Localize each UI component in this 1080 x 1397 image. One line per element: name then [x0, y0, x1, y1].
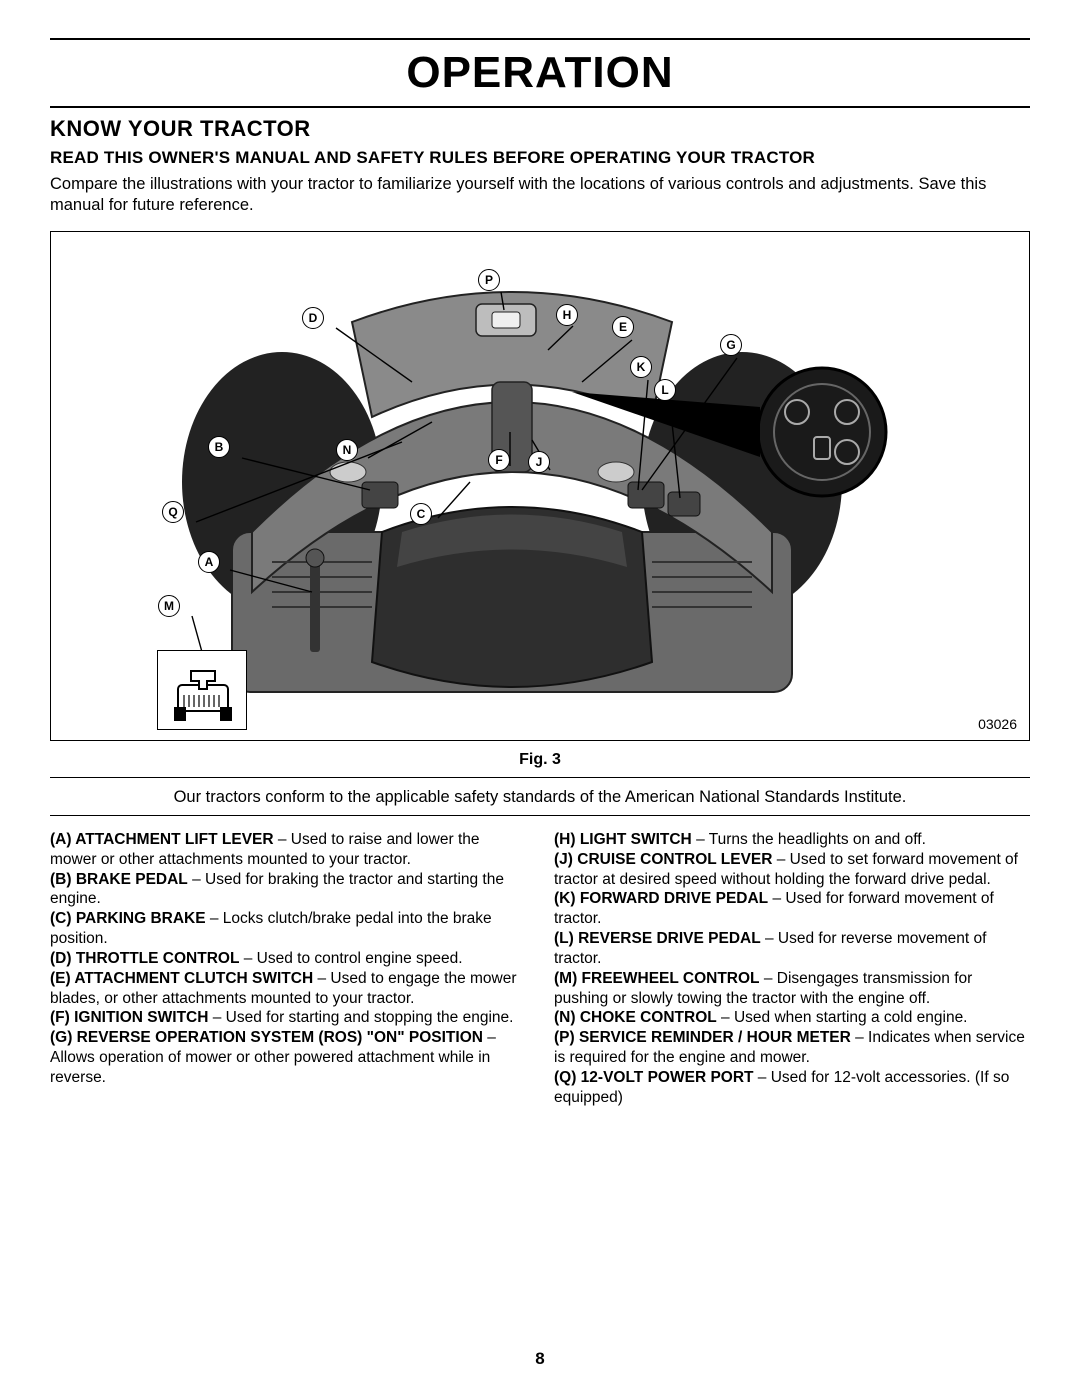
mid-rule-1 — [50, 777, 1030, 778]
description-key: (A) ATTACHMENT LIFT LEVER — [50, 831, 274, 848]
callout-G: G — [720, 334, 742, 356]
tractor-illustration: P D H E G K L B N F J Q C A M — [51, 232, 1029, 740]
callout-P: P — [478, 269, 500, 291]
description-text: – Turns the headlights on and off. — [692, 831, 926, 848]
description-text: – Used to control engine speed. — [239, 950, 462, 967]
description-key: (P) SERVICE REMINDER / HOUR METER — [554, 1029, 851, 1046]
description-item: (G) REVERSE OPERATION SYSTEM (ROS) "ON" … — [50, 1028, 526, 1087]
description-column-left: (A) ATTACHMENT LIFT LEVER – Used to rais… — [50, 830, 526, 1108]
figure-number: 03026 — [978, 716, 1017, 732]
description-key: (L) REVERSE DRIVE PEDAL — [554, 930, 761, 947]
description-item: (D) THROTTLE CONTROL – Used to control e… — [50, 949, 526, 969]
description-key: (J) CRUISE CONTROL LEVER — [554, 851, 772, 868]
callout-D: D — [302, 307, 324, 329]
description-item: (M) FREEWHEEL CONTROL – Disengages trans… — [554, 969, 1030, 1009]
page-number: 8 — [0, 1349, 1080, 1369]
description-key: (F) IGNITION SWITCH — [50, 1009, 208, 1026]
description-item: (P) SERVICE REMINDER / HOUR METER – Indi… — [554, 1028, 1030, 1068]
description-item: (F) IGNITION SWITCH – Used for starting … — [50, 1008, 526, 1028]
callout-F: F — [488, 449, 510, 471]
intro-paragraph: Compare the illustrations with your trac… — [50, 174, 1030, 217]
callout-J: J — [528, 451, 550, 473]
description-text: – Used when starting a cold engine. — [717, 1009, 968, 1026]
description-key: (H) LIGHT SWITCH — [554, 831, 692, 848]
description-item: (A) ATTACHMENT LIFT LEVER – Used to rais… — [50, 830, 526, 870]
description-item: (Q) 12-VOLT POWER PORT – Used for 12-vol… — [554, 1068, 1030, 1108]
callout-K: K — [630, 356, 652, 378]
description-item: (B) BRAKE PEDAL – Used for braking the t… — [50, 870, 526, 910]
description-item: (C) PARKING BRAKE – Locks clutch/brake p… — [50, 909, 526, 949]
callout-E: E — [612, 316, 634, 338]
callout-N: N — [336, 439, 358, 461]
mid-rule-2 — [50, 815, 1030, 816]
description-key: (G) REVERSE OPERATION SYSTEM (ROS) "ON" … — [50, 1029, 483, 1046]
page-title: OPERATION — [50, 48, 1030, 98]
figure-box: P D H E G K L B N F J Q C A M — [50, 231, 1030, 741]
description-key: (N) CHOKE CONTROL — [554, 1009, 717, 1026]
description-columns: (A) ATTACHMENT LIFT LEVER – Used to rais… — [50, 830, 1030, 1108]
conformance-statement: Our tractors conform to the applicable s… — [50, 788, 1030, 807]
description-item: (E) ATTACHMENT CLUTCH SWITCH – Used to e… — [50, 969, 526, 1009]
callout-M: M — [158, 595, 180, 617]
callout-L: L — [654, 379, 676, 401]
description-key: (B) BRAKE PEDAL — [50, 871, 188, 888]
description-key: (M) FREEWHEEL CONTROL — [554, 970, 760, 987]
description-text: – Used for starting and stopping the eng… — [208, 1009, 513, 1026]
callout-H: H — [556, 304, 578, 326]
description-key: (E) ATTACHMENT CLUTCH SWITCH — [50, 970, 313, 987]
description-item: (H) LIGHT SWITCH – Turns the headlights … — [554, 830, 1030, 850]
description-key: (D) THROTTLE CONTROL — [50, 950, 239, 967]
description-item: (N) CHOKE CONTROL – Used when starting a… — [554, 1008, 1030, 1028]
callout-A: A — [198, 551, 220, 573]
freewheel-inset — [157, 650, 247, 730]
description-column-right: (H) LIGHT SWITCH – Turns the headlights … — [554, 830, 1030, 1108]
top-rule — [50, 38, 1030, 40]
callout-C: C — [410, 503, 432, 525]
sub-heading: READ THIS OWNER'S MANUAL AND SAFETY RULE… — [50, 148, 1030, 168]
description-item: (J) CRUISE CONTROL LEVER – Used to set f… — [554, 850, 1030, 890]
description-item: (K) FORWARD DRIVE PEDAL – Used for forwa… — [554, 889, 1030, 929]
description-key: (Q) 12-VOLT POWER PORT — [554, 1069, 754, 1086]
callout-B: B — [208, 436, 230, 458]
section-heading: KNOW YOUR TRACTOR — [50, 116, 1030, 142]
description-key: (C) PARKING BRAKE — [50, 910, 206, 927]
callout-Q: Q — [162, 501, 184, 523]
figure-caption: Fig. 3 — [50, 751, 1030, 769]
description-key: (K) FORWARD DRIVE PEDAL — [554, 890, 768, 907]
description-item: (L) REVERSE DRIVE PEDAL – Used for rever… — [554, 929, 1030, 969]
title-rule — [50, 106, 1030, 108]
